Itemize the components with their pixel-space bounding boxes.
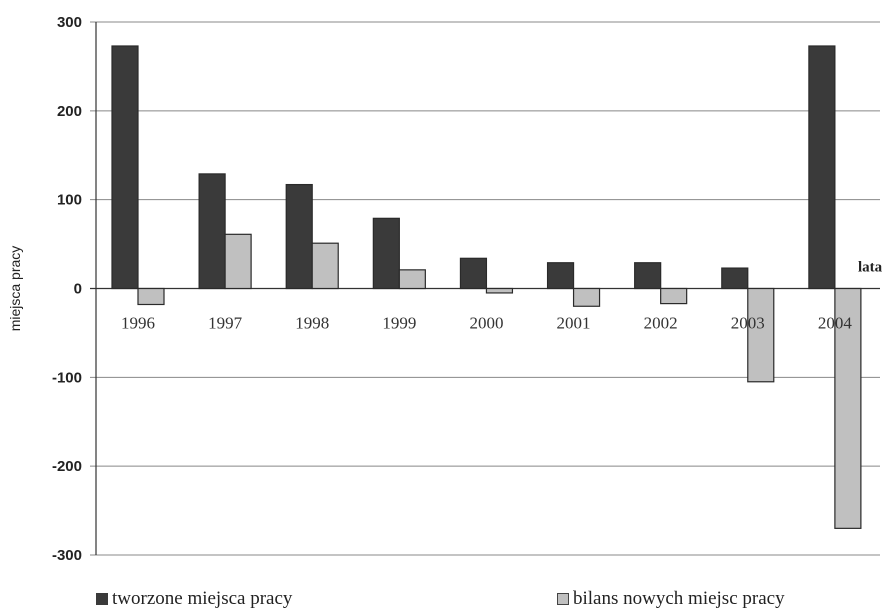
- bar-series-2: [747, 287, 775, 383]
- bar-series-2: [572, 287, 601, 307]
- bar-series-1: [459, 257, 488, 290]
- bar-series-1: [808, 45, 836, 290]
- x-axis-ticks: 1996 1997 1998 1999 2000 2001 2002 2003 2004: [121, 314, 852, 333]
- bar-series-1: [721, 267, 749, 290]
- y-tick-label: -300: [52, 547, 82, 564]
- y-tick-label: -200: [52, 458, 82, 475]
- bar-series-2: [834, 287, 862, 529]
- x-tick-label: 2002: [644, 314, 678, 333]
- x-tick-label: 1997: [208, 314, 243, 333]
- bars: [111, 45, 862, 529]
- bar-series-1: [285, 183, 313, 290]
- y-tick-label: 0: [74, 281, 82, 298]
- y-tick-label: 100: [57, 192, 82, 209]
- bar-series-2: [224, 233, 252, 290]
- legend-item-series-2: bilans nowych miejsc pracy: [557, 588, 785, 610]
- x-tick-label: 1998: [295, 314, 329, 333]
- legend-item-series-1: tworzone miejsca pracy: [96, 588, 292, 610]
- bar-series-1: [546, 262, 575, 290]
- bar-series-1: [372, 217, 400, 290]
- x-tick-label: 1999: [382, 314, 416, 333]
- bar-series-2: [485, 287, 514, 294]
- y-tick-label: 200: [57, 103, 82, 120]
- x-tick-label: 2001: [557, 314, 591, 333]
- legend-label-series-2: bilans nowych miejsc pracy: [573, 588, 785, 609]
- y-axis-ticks: 300 200 100 0 -100 -200 -300: [52, 14, 82, 564]
- y-axis-label: miejsca pracy: [7, 246, 23, 332]
- y-tick-label: 300: [57, 14, 82, 31]
- x-tick-label: 2004: [818, 314, 853, 333]
- x-axis-label: lata: [858, 260, 883, 276]
- bar-series-2: [660, 287, 688, 305]
- bar-series-2: [311, 242, 339, 290]
- legend-swatch-series-2: [557, 593, 569, 605]
- x-tick-label: 1996: [121, 314, 155, 333]
- legend-swatch-series-1: [96, 593, 108, 605]
- bar-series-1: [198, 173, 226, 290]
- bar-series-2: [137, 287, 165, 306]
- x-tick-label: 2003: [731, 314, 765, 333]
- bar-series-2: [398, 269, 426, 290]
- x-tick-label: 2000: [469, 314, 503, 333]
- bar-series-1: [634, 262, 662, 290]
- bar-series-1: [111, 45, 139, 290]
- y-tick-label: -100: [52, 369, 82, 386]
- legend-label-series-1: tworzone miejsca pracy: [112, 588, 293, 609]
